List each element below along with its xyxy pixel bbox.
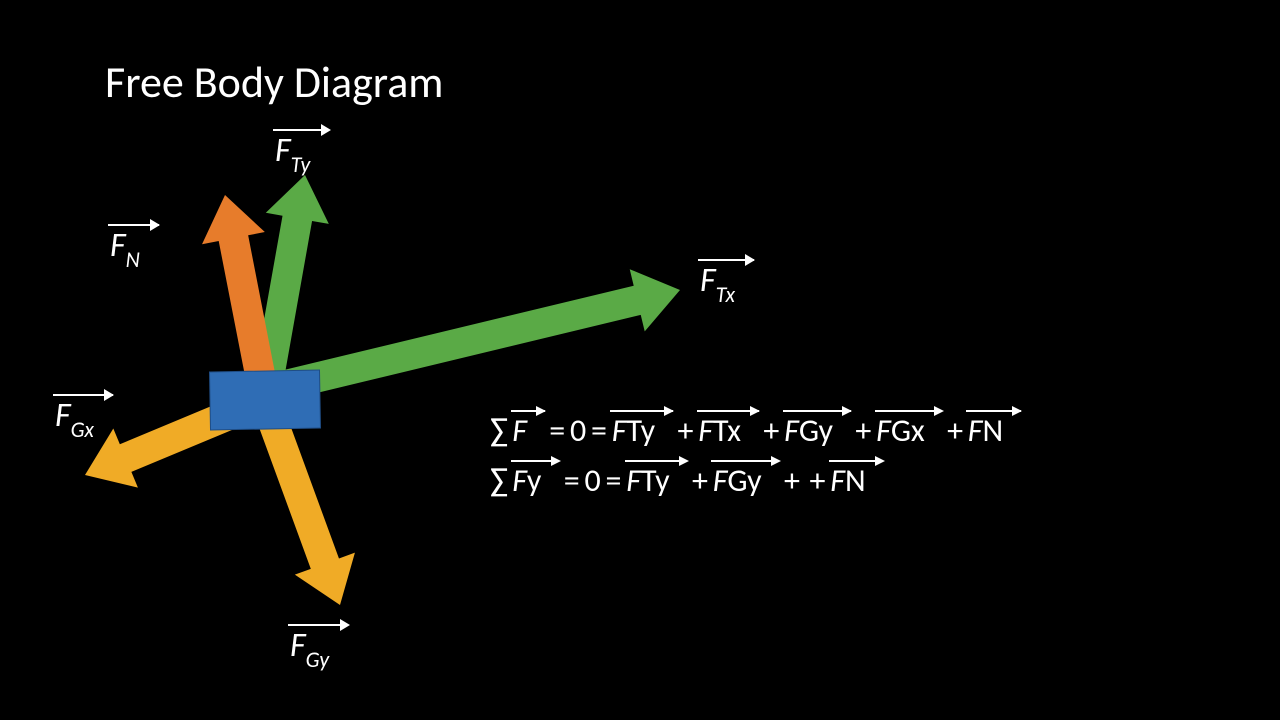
label-FN: FN (110, 225, 140, 270)
equation-line-2: ∑Fy=0=FTy+FGy++FN (490, 460, 883, 501)
label-FTx: FTx (700, 260, 735, 305)
free-body-diagram-stage: Free Body Diagram FTx FTy FN FGy FGx ∑F=0=FT… (0, 0, 1280, 720)
diagram-title: Free Body Diagram (105, 55, 443, 109)
label-FGy: FGy (290, 625, 329, 670)
block-rect (210, 370, 321, 430)
arrow-FTx (261, 269, 680, 404)
equation-line-1: ∑F=0=FTy+FTx+FGy+FGx+FN (490, 410, 1021, 451)
label-FGx: FGx (55, 395, 94, 440)
label-FTy: FTy (275, 130, 310, 175)
